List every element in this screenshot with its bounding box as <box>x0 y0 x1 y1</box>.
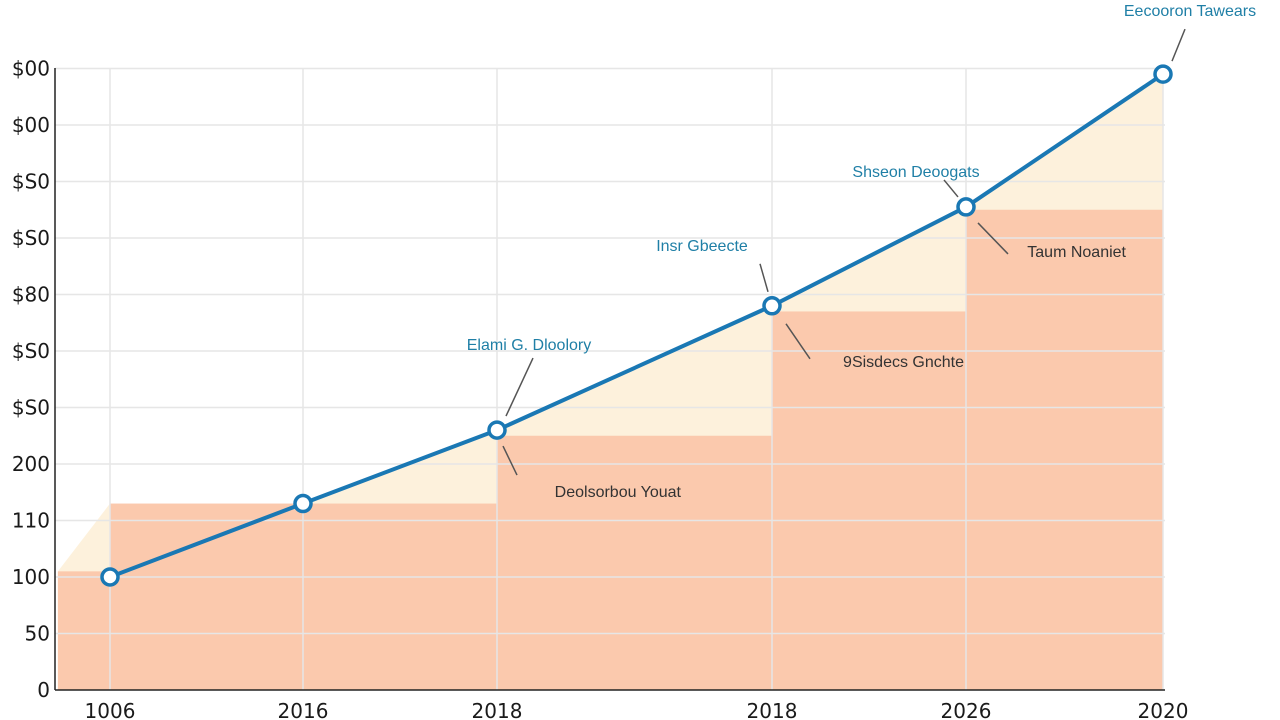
y-tick-label: 0 <box>37 678 50 702</box>
annotation-labels: Eecooron Tawears Shseon Deoogats Taum Noan… <box>467 3 1256 501</box>
y-tick-label: $S0 <box>12 396 50 420</box>
annotation-label-4: 9Sisdecs Gnchte <box>843 354 964 371</box>
x-tick-label: 2016 <box>278 699 329 720</box>
step-area-1 <box>110 503 303 690</box>
axis-layer <box>54 68 1165 691</box>
stepped-area-layer <box>57 209 1163 690</box>
annotation-leader-5 <box>505 357 534 417</box>
x-tick-label: 2026 <box>941 699 992 720</box>
annotation-label-0: Eecooron Tawears <box>1124 3 1256 20</box>
annotation-leaders <box>502 28 1186 476</box>
y-tick-label: 200 <box>12 452 50 476</box>
y-tick-label: $00 <box>12 57 50 81</box>
y-tick-label: $80 <box>12 283 50 307</box>
step-area-2 <box>303 503 497 690</box>
annotation-leader-1 <box>943 179 959 198</box>
y-tick-labels: 0 50 100 110 200 $S0 $S0 $80 $S0 $S0 $00 $00 <box>12 57 50 703</box>
y-tick-label: $S0 <box>12 226 50 250</box>
annotation-leader-6 <box>502 445 518 476</box>
y-tick-label: 50 <box>25 622 50 646</box>
annotation-label-3: Insr Gbeecte <box>656 238 748 255</box>
annotation-leader-4 <box>785 323 811 360</box>
data-point-4 <box>956 197 976 217</box>
annotation-leader-0 <box>1171 28 1186 62</box>
data-point-1 <box>293 493 313 514</box>
series-points <box>100 64 1173 587</box>
data-point-3 <box>762 296 782 316</box>
y-tick-label: $S0 <box>12 170 50 194</box>
annotation-label-6: Deolsorbou Youat <box>555 484 682 501</box>
y-tick-label: 100 <box>12 565 50 589</box>
annotation-label-1: Shseon Deoogats <box>852 164 979 181</box>
grid-layer <box>55 67 1165 690</box>
x-tick-label: 2020 <box>1138 699 1189 720</box>
annotation-label-5: Elami G. Dloolory <box>467 337 591 354</box>
y-tick-label: $S0 <box>12 339 50 363</box>
step-area-5 <box>966 209 1163 690</box>
step-area-3 <box>497 435 772 690</box>
data-point-0 <box>100 567 120 587</box>
data-point-5 <box>1153 64 1173 84</box>
x-tick-label: 2018 <box>472 699 523 720</box>
x-tick-labels: 1006 2016 2018 2018 2026 2020 <box>85 699 1189 720</box>
y-tick-label: 110 <box>12 509 50 533</box>
y-tick-label: $00 <box>12 113 50 137</box>
step-area-4 <box>772 311 966 690</box>
series-line <box>108 72 1165 579</box>
annotation-leader-3 <box>759 263 769 293</box>
data-point-2 <box>487 420 507 440</box>
x-tick-label: 2018 <box>747 699 798 720</box>
series-line-layer <box>108 72 1165 579</box>
step-area-0 <box>57 571 110 690</box>
x-tick-label: 1006 <box>85 699 136 720</box>
annotation-label-2: Taum Noaniet <box>1027 244 1126 261</box>
annotation-leader-2 <box>977 222 1009 255</box>
